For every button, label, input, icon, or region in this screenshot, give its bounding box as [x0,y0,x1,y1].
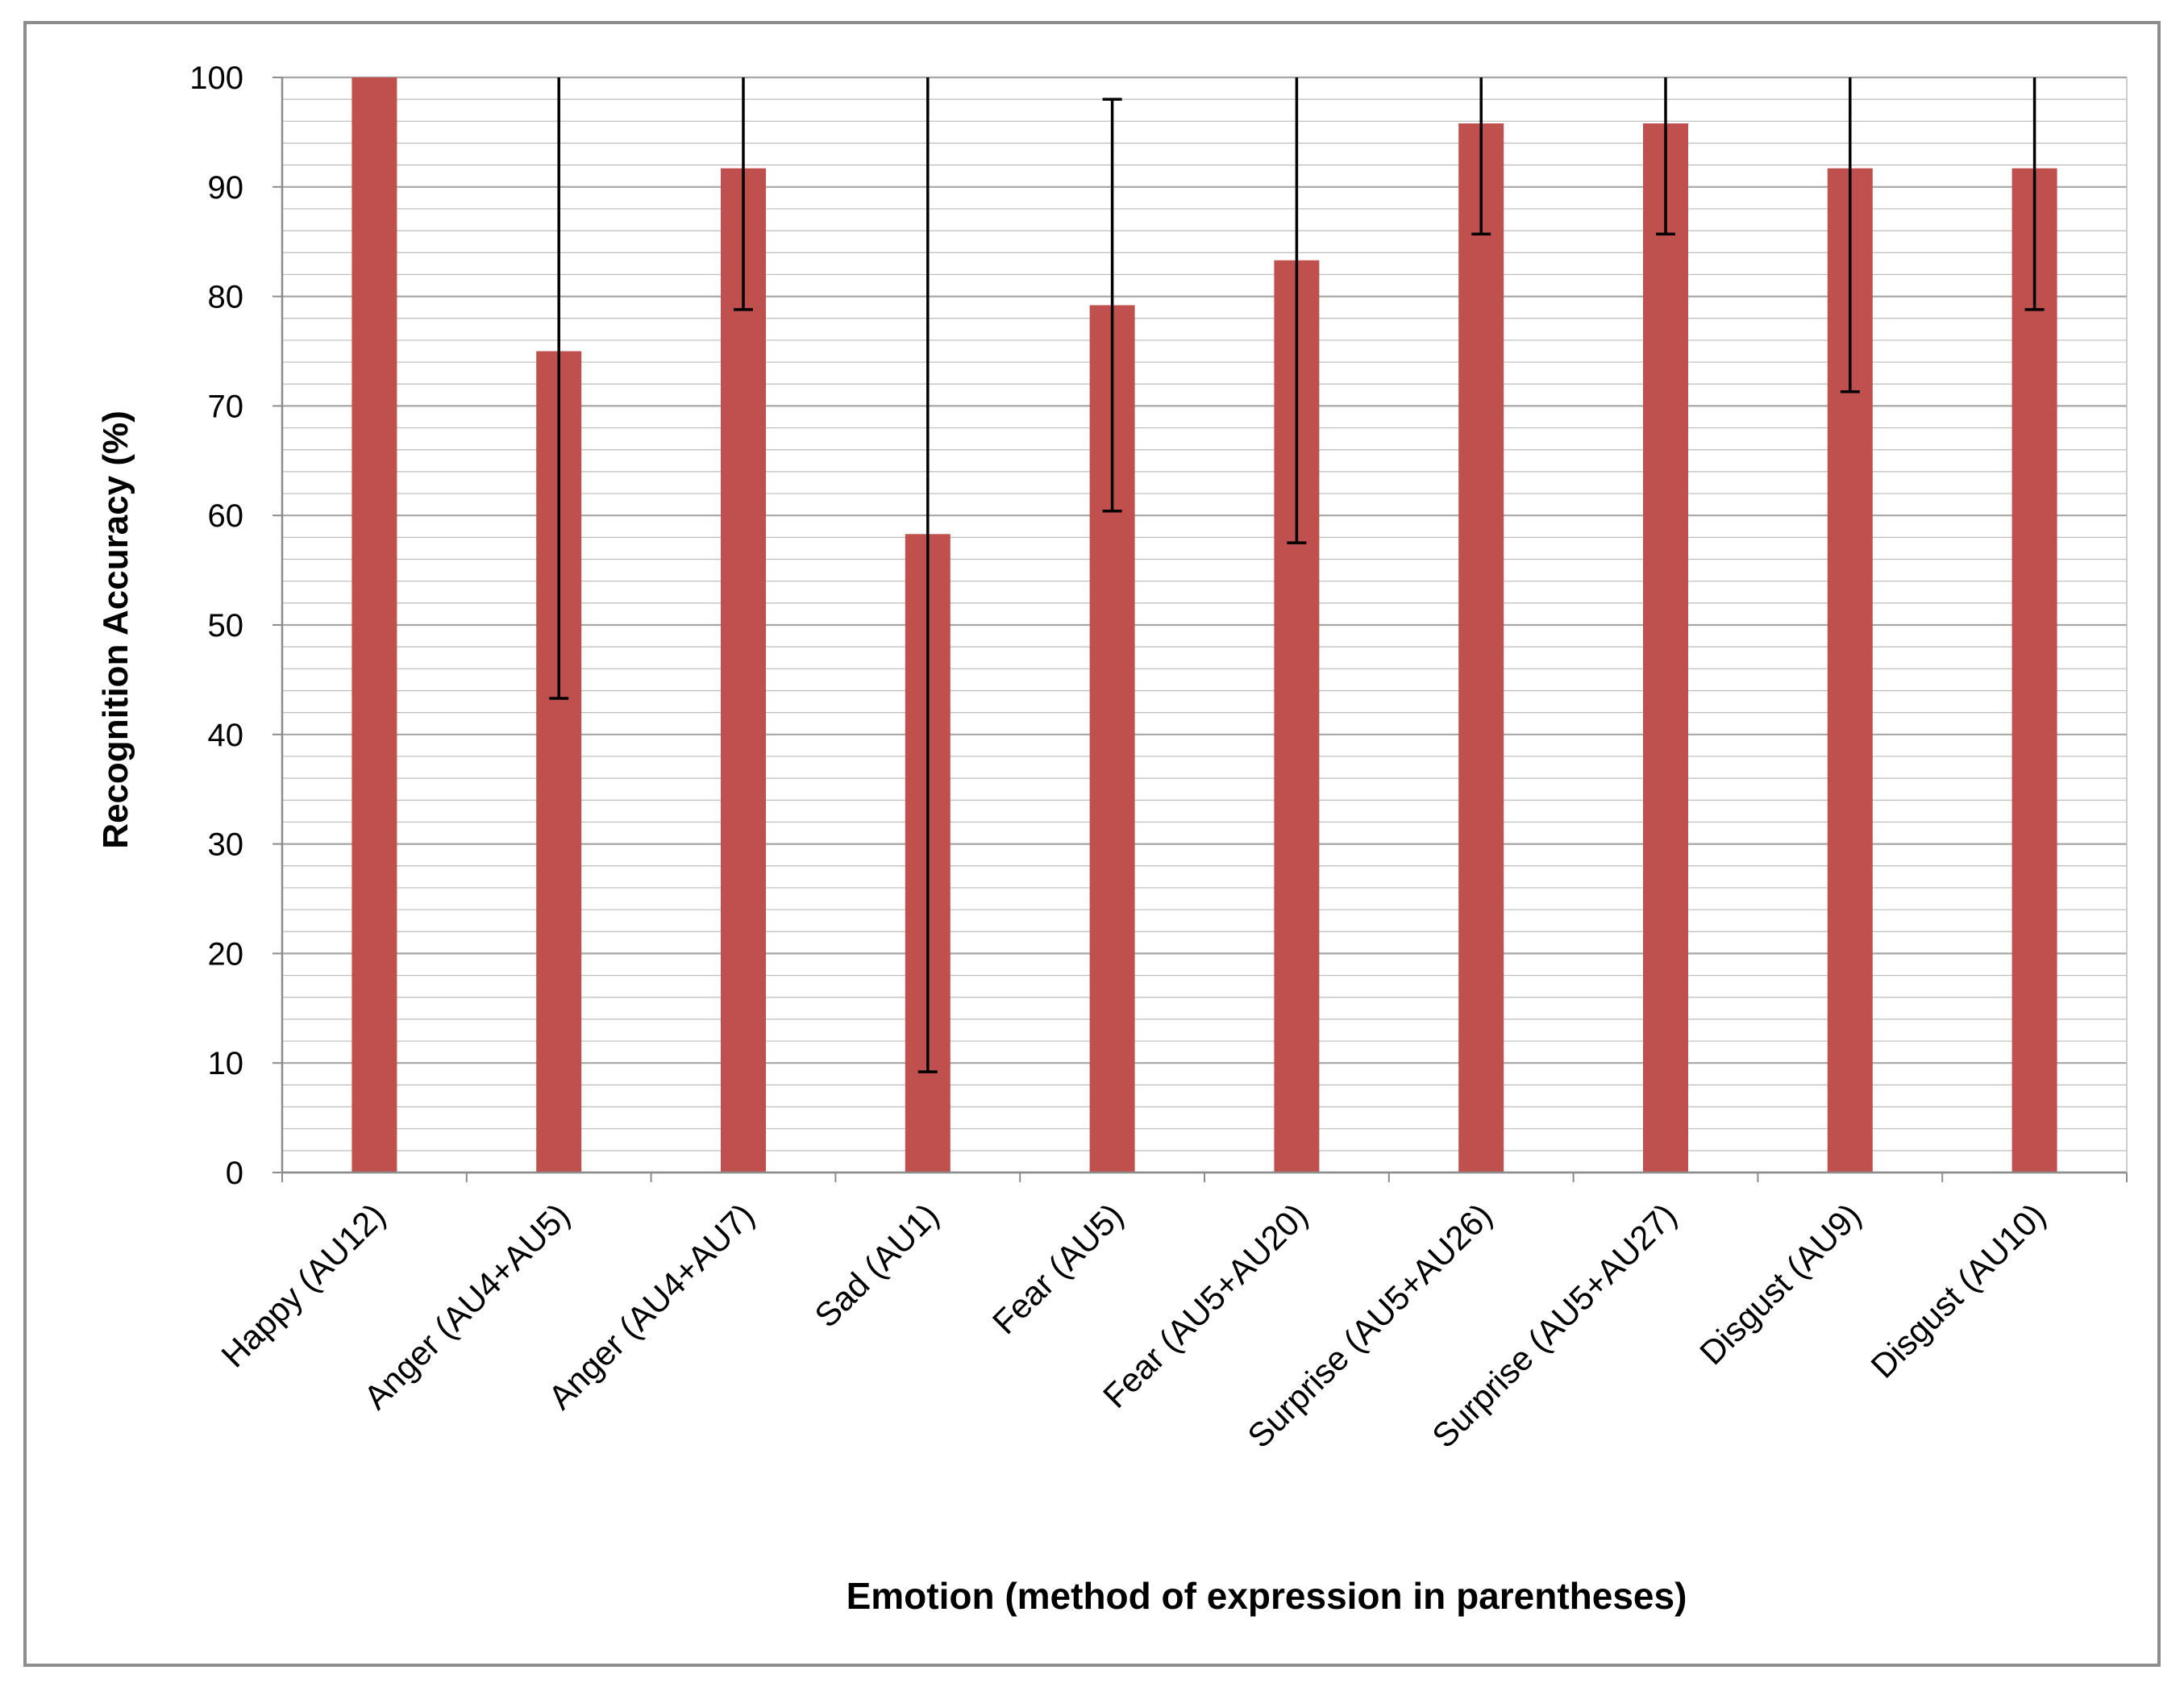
bar [352,77,397,1173]
y-tick-label: 70 [208,389,244,424]
error-bars [549,77,2045,1073]
y-tick-label: 0 [226,1156,243,1191]
axes [272,77,2128,1182]
bar-series [352,77,2057,1173]
y-tick-label: 50 [208,608,244,644]
y-tick-labels: 0 10 20 30 40 50 60 70 80 90 100 [189,60,243,1191]
y-tick-label: 90 [208,170,244,206]
bar [1458,123,1504,1173]
bar [2011,168,2057,1173]
y-tick-label: 20 [208,936,244,972]
y-tick-label: 10 [208,1046,244,1081]
y-tick-label: 80 [208,280,244,315]
bar [1643,123,1688,1173]
y-axis-title: Recognition Accuracy (%) [96,410,135,849]
y-tick-label: 40 [208,718,244,753]
y-tick-label: 100 [189,60,243,96]
y-tick-label: 60 [208,498,244,534]
y-tick-label: 30 [208,827,244,863]
x-axis-title: Emotion (method of expression in parenth… [847,1575,1687,1617]
bar [721,168,766,1173]
